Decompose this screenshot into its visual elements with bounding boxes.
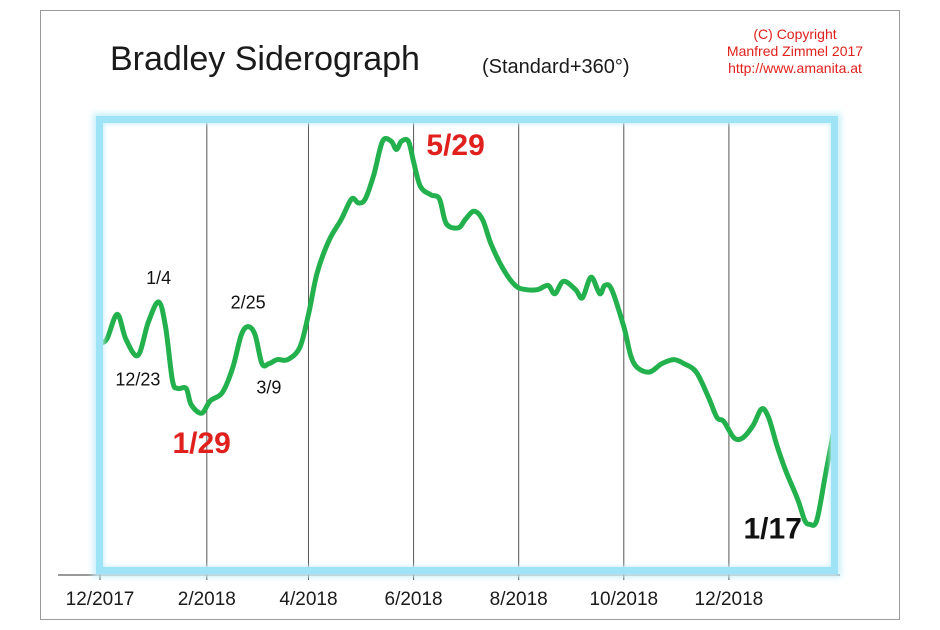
chart-title: Bradley Siderograph — [110, 40, 420, 78]
copyright-notice: (C) Copyright Manfred Zimmel 2017 http:/… — [700, 26, 890, 77]
annotation-label: 1/17 — [743, 512, 801, 545]
annotation-label: 12/23 — [115, 369, 160, 389]
x-tick-label: 6/2018 — [385, 589, 443, 610]
annotation-label: 3/9 — [256, 378, 281, 398]
annotation-label: 2/25 — [231, 293, 266, 313]
x-tick-label: 12/2018 — [695, 589, 764, 610]
annotation-label: 5/29 — [426, 129, 484, 162]
chart-frame — [40, 10, 900, 620]
grid-layer — [206, 122, 730, 568]
bradley-line — [97, 135, 837, 528]
copyright-author: Manfred Zimmel 2017 — [726, 43, 864, 59]
copyright-url: http://www.amanita.at — [728, 60, 862, 76]
series-layer — [97, 135, 837, 528]
tick-layer: 12/2017 2/2018 4/2018 6/2018 8/2018 10/2018 12… — [58, 572, 840, 610]
annotation-label: 1/29 — [172, 427, 230, 460]
annotation-label: 1/4 — [146, 268, 171, 288]
x-tick-label: 2/2018 — [178, 589, 236, 610]
x-tick-label: 10/2018 — [589, 589, 658, 610]
x-tick-label: 4/2018 — [279, 589, 337, 610]
chart-subtitle: (Standard+360°) — [482, 56, 630, 78]
annotation-layer: 12/23 1/4 1/29 2/25 3/9 5/29 1/17 — [115, 129, 801, 545]
x-tick-label: 12/2017 — [66, 589, 135, 610]
x-tick-label: 8/2018 — [490, 589, 548, 610]
copyright-line: (C) Copyright — [753, 26, 837, 42]
